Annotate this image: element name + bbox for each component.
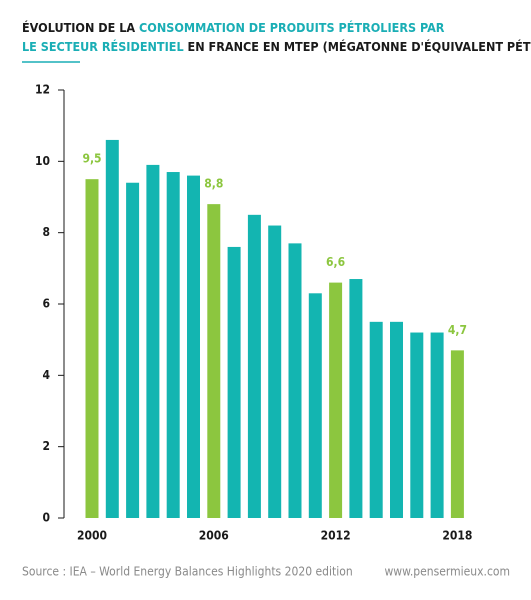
x-tick-label: 2018: [442, 529, 472, 543]
bar: [390, 321, 403, 518]
bar: [207, 204, 221, 518]
title-part: ÉVOLUTION DE LA: [22, 20, 139, 35]
bar: [146, 164, 160, 518]
y-tick-label: 12: [35, 83, 50, 97]
bar: [187, 175, 200, 518]
chart-title: ÉVOLUTION DE LA CONSOMMATION DE PRODUITS…: [22, 20, 445, 35]
bar: [349, 279, 363, 518]
bar: [369, 321, 383, 518]
x-tick-label: 2006: [199, 529, 229, 543]
value-label: 6,6: [326, 255, 345, 269]
bar: [126, 182, 140, 518]
y-tick-label: 6: [42, 297, 50, 311]
title-part: EN FRANCE EN MTEP (MÉGATONNE D'ÉQUIVALEN…: [184, 39, 531, 54]
y-tick-label: 2: [42, 439, 50, 453]
y-tick-label: 4: [42, 368, 50, 382]
bar: [105, 139, 119, 518]
y-tick-label: 0: [42, 511, 50, 525]
bar: [308, 293, 322, 518]
x-tick-label: 2012: [321, 529, 351, 543]
bar: [166, 172, 180, 519]
bar: [410, 332, 424, 518]
bar: [288, 243, 302, 518]
bar: [268, 225, 282, 519]
bar: [85, 179, 99, 518]
chart-title: LE SECTEUR RÉSIDENTIEL EN FRANCE EN MTEP…: [22, 39, 531, 54]
title-part: LE SECTEUR RÉSIDENTIEL: [22, 39, 184, 54]
bar: [227, 246, 241, 518]
value-label: 8,8: [204, 177, 223, 191]
website: www.pensermieux.com: [384, 565, 510, 579]
x-tick-label: 2000: [77, 529, 107, 543]
title-part: CONSOMMATION DE PRODUITS PÉTROLIERS PAR: [139, 20, 445, 35]
bar: [247, 214, 261, 519]
bar: [430, 332, 444, 518]
y-tick-label: 10: [35, 154, 50, 168]
value-label: 4,7: [448, 323, 467, 337]
bar: [329, 282, 343, 518]
bar: [450, 350, 464, 518]
y-tick-label: 8: [42, 225, 50, 239]
source: Source : IEA – World Energy Balances Hig…: [22, 565, 353, 579]
value-label: 9,5: [82, 152, 101, 166]
